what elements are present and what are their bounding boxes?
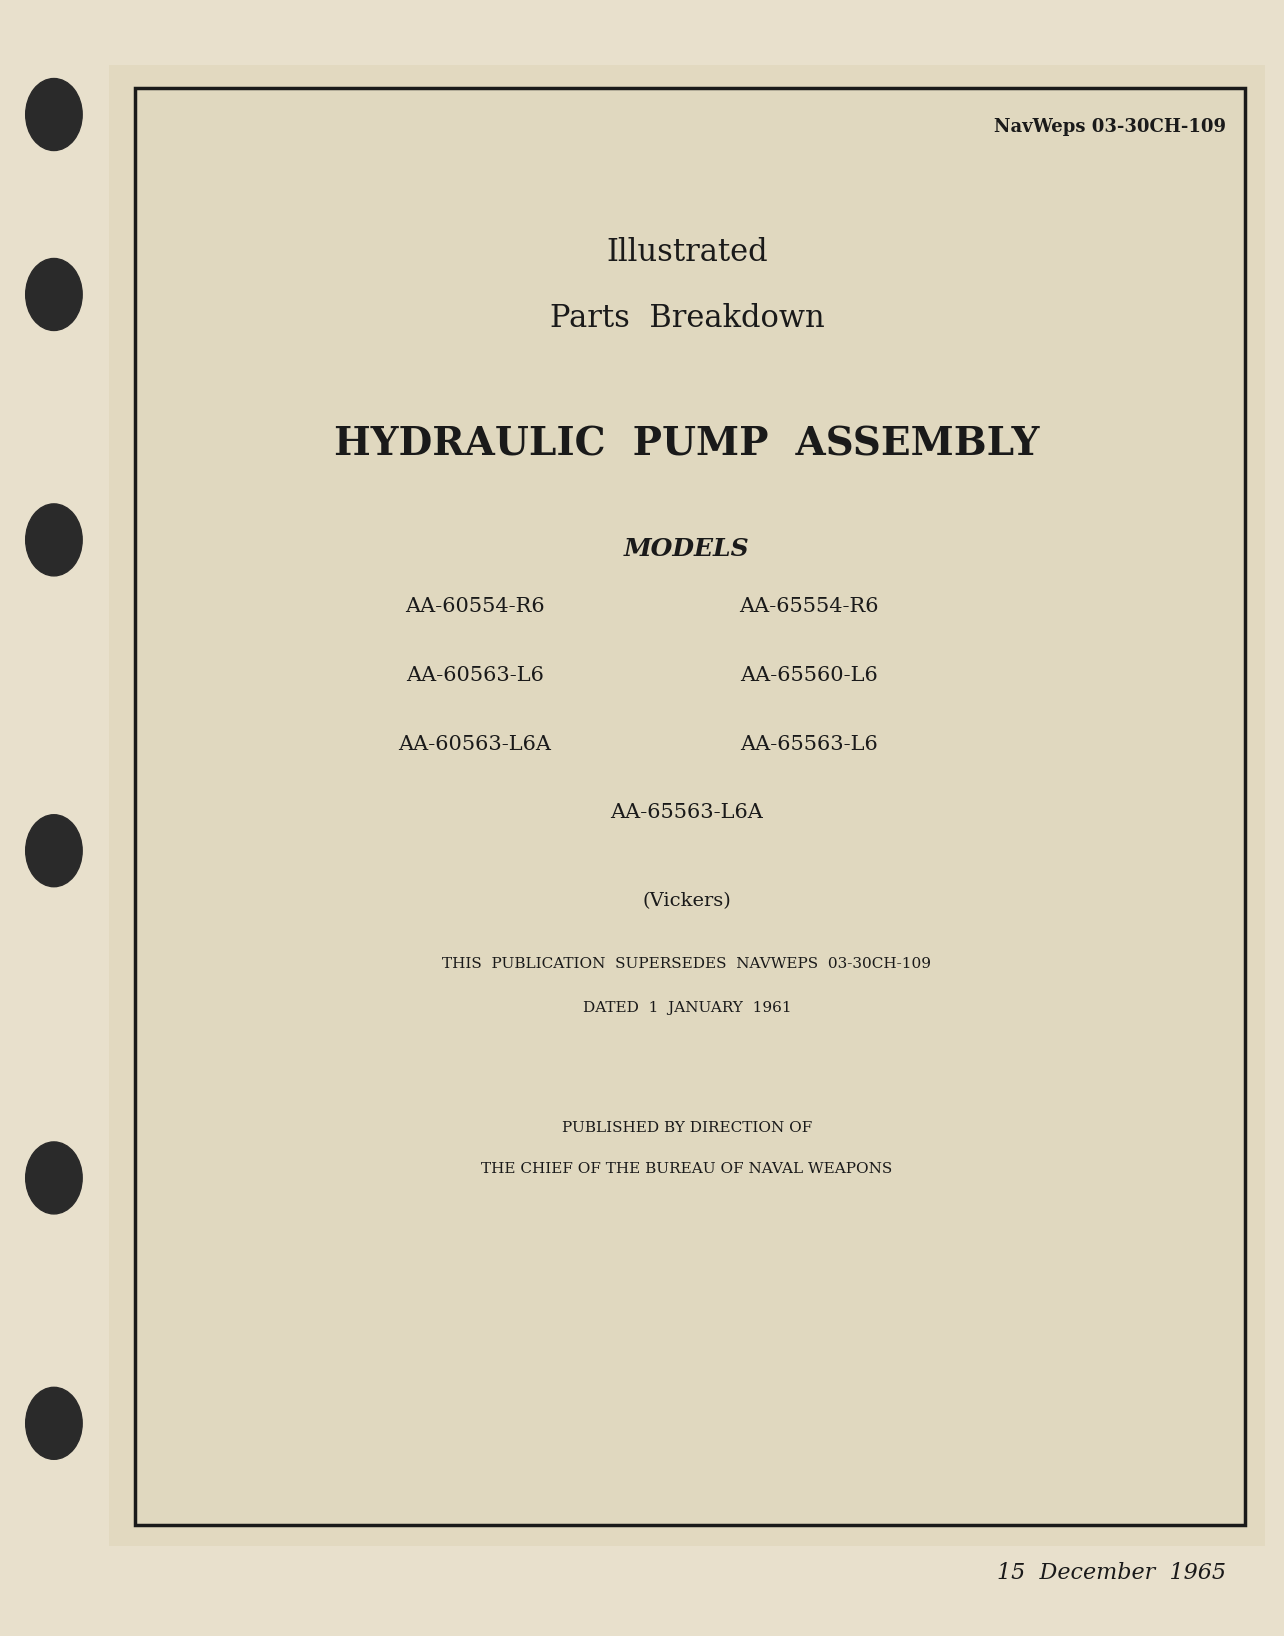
Text: HYDRAULIC  PUMP  ASSEMBLY: HYDRAULIC PUMP ASSEMBLY — [334, 425, 1040, 463]
Circle shape — [26, 79, 82, 151]
FancyBboxPatch shape — [109, 65, 1265, 1546]
Text: MODELS: MODELS — [624, 537, 750, 561]
Text: AA-65563-L6: AA-65563-L6 — [740, 735, 878, 754]
Circle shape — [26, 258, 82, 330]
Bar — [135, 88, 1245, 1525]
Text: Illustrated: Illustrated — [606, 237, 768, 268]
Text: THIS  PUBLICATION  SUPERSEDES  NAVWEPS  03-30CH-109: THIS PUBLICATION SUPERSEDES NAVWEPS 03-3… — [443, 957, 931, 972]
Text: THE CHIEF OF THE BUREAU OF NAVAL WEAPONS: THE CHIEF OF THE BUREAU OF NAVAL WEAPONS — [482, 1162, 892, 1176]
Circle shape — [26, 1387, 82, 1459]
Text: DATED  1  JANUARY  1961: DATED 1 JANUARY 1961 — [583, 1001, 791, 1016]
Text: AA-65554-R6: AA-65554-R6 — [740, 597, 878, 617]
Text: (Vickers): (Vickers) — [642, 892, 732, 910]
Text: AA-60563-L6: AA-60563-L6 — [406, 666, 544, 685]
Text: AA-60563-L6A: AA-60563-L6A — [398, 735, 552, 754]
Text: 15  December  1965: 15 December 1965 — [998, 1562, 1226, 1584]
Circle shape — [26, 815, 82, 887]
Text: NavWeps 03-30CH-109: NavWeps 03-30CH-109 — [994, 118, 1226, 136]
Text: PUBLISHED BY DIRECTION OF: PUBLISHED BY DIRECTION OF — [562, 1121, 811, 1135]
Text: AA-60554-R6: AA-60554-R6 — [406, 597, 544, 617]
Circle shape — [26, 1142, 82, 1214]
Text: Parts  Breakdown: Parts Breakdown — [550, 303, 824, 334]
Text: AA-65563-L6A: AA-65563-L6A — [610, 803, 764, 823]
Text: AA-65560-L6: AA-65560-L6 — [740, 666, 878, 685]
Circle shape — [26, 504, 82, 576]
